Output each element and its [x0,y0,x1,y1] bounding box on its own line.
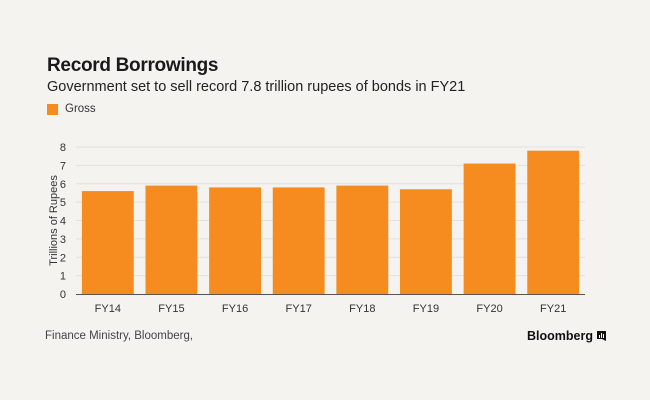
y-axis-label: Trillions of Rupees [48,175,60,266]
bar-fy18 [336,185,389,294]
bar-fy14 [81,191,134,294]
bloomberg-terminal-icon [596,331,606,341]
x-axis-labels: FY14 FY15 FY16 FY17 FY18 FY19 FY20 FY21 [95,303,567,315]
legend-label: Gross [65,103,96,115]
brand-logo: Bloomberg [527,329,606,343]
bar-fy19 [400,189,452,294]
brand-name: Bloomberg [527,329,593,343]
y-tick-label: 3 [60,234,66,246]
chart-title: Record Borrowings [47,55,219,76]
x-tick-label: FY14 [95,303,121,315]
x-tick-label: FY18 [349,303,375,315]
y-tick-label: 1 [60,271,66,283]
chart-legend: Gross [47,103,96,115]
x-tick-label: FY20 [476,303,502,315]
source-note: Finance Ministry, Bloomberg, [45,330,194,342]
bar-fy15 [145,185,198,294]
x-tick-label: FY15 [158,303,184,315]
bars [81,150,580,294]
y-tick-label: 7 [60,160,66,172]
y-axis-ticks: 0 1 2 3 4 5 6 7 8 [60,142,66,301]
x-tick-label: FY16 [222,303,248,315]
y-tick-label: 6 [60,179,66,191]
y-tick-label: 5 [60,197,66,209]
x-tick-label: FY21 [540,303,566,315]
bar-fy20 [463,163,516,294]
y-tick-label: 0 [60,289,66,301]
y-tick-label: 4 [60,216,66,228]
y-tick-label: 8 [60,142,66,154]
y-tick-label: 2 [60,252,66,264]
x-tick-label: FY19 [413,303,439,315]
chart-subtitle: Government set to sell record 7.8 trilli… [47,79,466,95]
legend-swatch [47,103,58,115]
bar-fy17 [272,187,325,294]
bar-fy16 [209,187,261,294]
bar-fy21 [527,150,580,294]
x-tick-label: FY17 [286,303,312,315]
